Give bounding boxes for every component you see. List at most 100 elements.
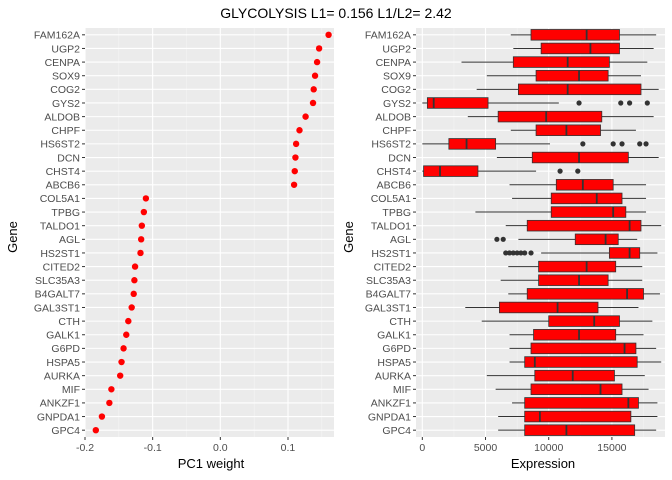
- x-tick-label: 0.0: [213, 442, 228, 454]
- box: [535, 69, 609, 82]
- y-tick-label: ALDOB: [375, 111, 411, 123]
- y-tick-label: HSPA5: [46, 357, 80, 369]
- y-tick-label: ANKZF1: [40, 398, 80, 410]
- box: [499, 301, 599, 314]
- y-tick-label: UGP2: [51, 43, 80, 55]
- y-tick-label: COL5A1: [40, 193, 80, 205]
- y-tick-label: SOX9: [52, 71, 80, 83]
- y-tick-label: TPBG: [382, 207, 411, 219]
- y-tick-label: SLC35A3: [35, 275, 80, 287]
- y-tick-label: COG2: [381, 84, 411, 96]
- data-point: [296, 127, 303, 134]
- y-tick-label: GPC4: [382, 425, 411, 437]
- box: [531, 151, 629, 164]
- y-tick-label: CTH: [58, 316, 80, 328]
- y-tick-label: GAL3ST1: [365, 302, 411, 314]
- data-point: [131, 277, 138, 284]
- data-point: [116, 372, 124, 379]
- left-y-axis-label: Gene: [5, 221, 20, 253]
- box: [548, 315, 620, 327]
- data-point: [292, 154, 299, 161]
- outlier-point: [643, 141, 649, 147]
- data-point: [290, 181, 298, 188]
- chart-title: GLYCOLYSIS L1= 0.156 L1/L2= 2.42: [220, 5, 452, 21]
- outlier-point: [528, 250, 534, 256]
- outlier-point: [514, 250, 520, 256]
- outlier-point: [522, 250, 528, 256]
- y-tick-label: CITED2: [43, 261, 81, 273]
- box: [426, 97, 489, 109]
- box: [530, 383, 623, 396]
- y-tick-label: TPBG: [51, 207, 80, 219]
- y-tick-label: GALK1: [377, 330, 411, 342]
- x-tick-label: 0: [419, 442, 425, 454]
- data-point: [311, 72, 319, 79]
- y-tick-label: COL5A1: [371, 193, 411, 205]
- outlier-point: [503, 250, 509, 256]
- box: [497, 110, 603, 123]
- y-tick-label: SOX9: [383, 71, 411, 83]
- data-point: [302, 113, 309, 120]
- box: [534, 369, 615, 382]
- data-point: [140, 208, 148, 216]
- box: [538, 274, 609, 286]
- y-tick-label: TALDO1: [371, 220, 411, 232]
- data-point: [125, 317, 132, 325]
- outlier-point: [618, 100, 624, 106]
- data-point: [137, 236, 145, 243]
- y-tick-label: GALK1: [46, 330, 80, 342]
- y-tick-label: FAM162A: [365, 30, 411, 42]
- box: [524, 356, 638, 368]
- data-point: [309, 99, 317, 107]
- box: [608, 247, 641, 259]
- outlier-point: [557, 168, 563, 174]
- y-tick-label: CHPF: [51, 125, 80, 137]
- right-y-axis-label: Gene: [341, 221, 356, 253]
- y-tick-label: HS6ST2: [40, 139, 80, 151]
- y-tick-label: AGL: [59, 234, 80, 246]
- box: [526, 219, 642, 232]
- y-tick-label: ABCB6: [377, 180, 412, 192]
- x-tick-label: -0.2: [76, 442, 94, 454]
- y-tick-label: COG2: [50, 84, 80, 96]
- data-point: [131, 263, 139, 270]
- y-tick-label: CENPA: [376, 57, 411, 69]
- y-tick-label: FAM162A: [34, 30, 80, 42]
- box: [524, 397, 639, 409]
- box: [526, 288, 644, 300]
- data-point: [291, 167, 298, 175]
- data-point: [310, 86, 317, 93]
- data-point: [142, 195, 150, 202]
- box: [574, 233, 619, 246]
- y-tick-label: TALDO1: [40, 220, 80, 232]
- outlier-point: [500, 236, 506, 242]
- box: [423, 165, 479, 177]
- data-point: [138, 222, 146, 229]
- y-tick-label: B4GALT7: [35, 289, 80, 301]
- x-tick-label: 0.1: [281, 442, 296, 454]
- panel-background: [85, 28, 334, 437]
- box: [540, 42, 620, 55]
- data-point: [92, 426, 100, 434]
- left-x-axis-label: PC1 weight: [178, 456, 245, 471]
- outlier-point: [610, 141, 616, 147]
- y-tick-label: ANKZF1: [371, 398, 411, 410]
- data-point: [292, 140, 300, 148]
- outlier-point: [494, 236, 500, 242]
- y-tick-label: UGP2: [382, 43, 411, 55]
- box: [533, 329, 617, 341]
- y-tick-label: DCN: [57, 152, 80, 164]
- y-tick-label: HS2ST1: [371, 248, 411, 260]
- outlier-point: [580, 141, 586, 147]
- y-tick-label: GYS2: [383, 98, 411, 110]
- y-tick-label: AURKA: [375, 370, 411, 382]
- box: [448, 138, 497, 150]
- box: [524, 424, 636, 436]
- y-tick-label: CTH: [389, 316, 411, 328]
- box: [512, 56, 610, 68]
- y-tick-label: AGL: [390, 234, 411, 246]
- y-tick-label: G6PD: [382, 343, 411, 355]
- data-point: [98, 413, 106, 420]
